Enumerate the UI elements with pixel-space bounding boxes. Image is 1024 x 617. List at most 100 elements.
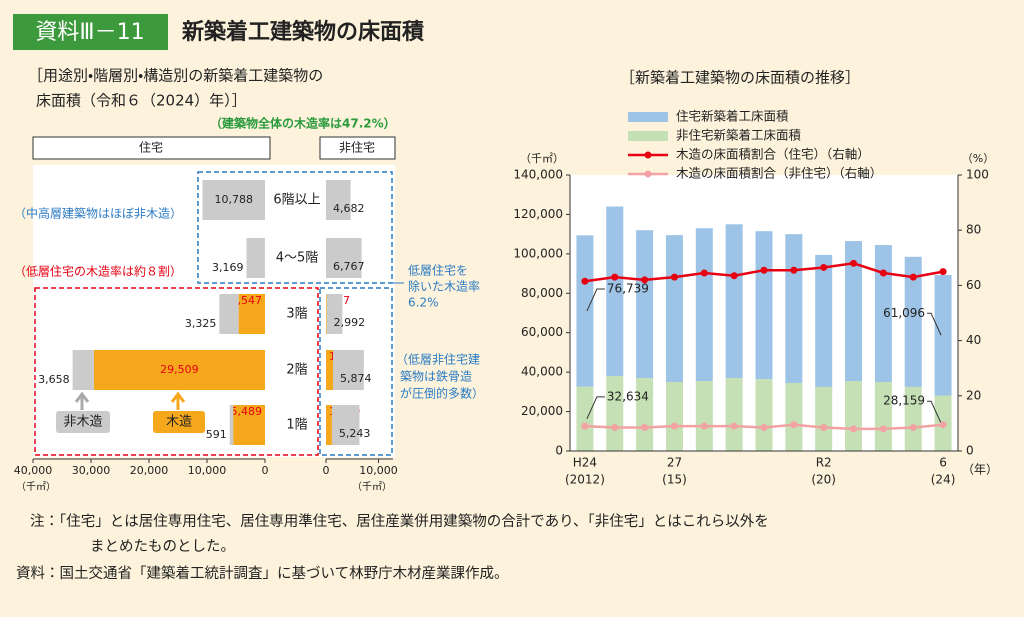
y2-unit: （%） [962, 152, 994, 165]
y2-tick-label: 20 [966, 388, 981, 402]
line-marker [939, 268, 947, 276]
line-marker [670, 273, 678, 281]
bar [326, 294, 343, 334]
y2-tick-label: 0 [966, 444, 974, 458]
group-box [32, 136, 271, 160]
bar [219, 294, 239, 334]
category-label: 2階 [286, 363, 307, 378]
bar [606, 376, 624, 451]
annotation: 築物は鉄骨造 [400, 369, 472, 384]
leader-line [927, 312, 942, 336]
value-label: 3,658 [38, 373, 70, 386]
x-tick-label: (20) [811, 473, 836, 487]
value-label: 3,169 [212, 261, 244, 274]
bar [636, 378, 654, 451]
bar [845, 381, 863, 451]
legend-arrow [170, 391, 186, 410]
x-tick-label: 30,000 [72, 464, 111, 477]
header-title: 新築着工建築物の床面積 [181, 19, 425, 45]
line-marker [820, 424, 828, 432]
bar [755, 231, 773, 380]
bar [874, 382, 892, 451]
highlight-box [34, 287, 319, 456]
y-tick-label: 80,000 [521, 286, 563, 300]
value-label: 591 [206, 428, 227, 441]
bar [785, 234, 803, 383]
legend-swatch [628, 131, 668, 141]
legend-label: 木造の床面積割合（非住宅）（右軸） [676, 166, 882, 181]
value-label: 29,509 [160, 363, 199, 376]
bar [755, 379, 773, 451]
annotation: 除いた木造率 [408, 280, 480, 294]
bar [326, 294, 327, 334]
line-marker [581, 422, 589, 430]
bar [934, 275, 952, 396]
line-marker [939, 421, 947, 429]
bar [874, 244, 892, 382]
legend-label: 住宅新築着工床面積 [676, 109, 789, 124]
x-tick-label: R2 [816, 456, 832, 470]
right-title: ［新築着工建築物の床面積の推移］ [620, 69, 860, 87]
header-label: 資料Ⅲ－11 [35, 20, 144, 45]
leader-line [586, 288, 605, 312]
bar [725, 378, 743, 451]
y-tick-label: 140,000 [513, 168, 563, 182]
y-unit: （千㎡） [520, 152, 564, 165]
value-label: 5,243 [339, 427, 371, 440]
x-tick-label: (24) [931, 473, 956, 487]
highlight-box [197, 171, 393, 284]
value-label: 76,739 [607, 282, 649, 296]
line-marker [879, 269, 887, 277]
value-label: 4,682 [333, 202, 365, 215]
line-marker [909, 273, 917, 281]
group-title: 非住宅 [339, 141, 375, 155]
x-tick-label: 40,000 [14, 464, 53, 477]
line-marker [760, 266, 768, 274]
bar [665, 235, 683, 382]
bar [695, 381, 713, 451]
x-unit: （千㎡） [352, 481, 392, 493]
value-label: 28,159 [883, 394, 925, 408]
bar [606, 206, 624, 377]
legend-label: 木造 [166, 415, 192, 430]
value-label: 10,788 [214, 193, 253, 206]
annotation: （建築物全体の木造率は47.2%） [210, 116, 396, 131]
category-label: 1階 [286, 418, 307, 433]
category-label: 4〜5階 [276, 251, 319, 266]
x-tick-label: 0 [262, 464, 269, 477]
value-label: 6,767 [333, 260, 365, 273]
annotation: （中高層建築物はほぼ非木造） [14, 206, 182, 221]
line-marker [790, 266, 798, 274]
bar [576, 386, 594, 451]
bar [576, 235, 594, 387]
bar [815, 386, 833, 451]
legend-label: 木造の床面積割合（住宅）（右軸） [676, 147, 870, 162]
x-tick-label: 6 [939, 456, 947, 470]
bar [904, 256, 922, 387]
x-unit: （年） [962, 463, 998, 477]
annotation: 6.2% [408, 296, 439, 310]
leader-line [586, 396, 605, 420]
y-tick-label: 120,000 [513, 207, 563, 221]
x-tick-label: (15) [662, 473, 687, 487]
x-tick-label: (2012) [565, 473, 605, 487]
note: 注：「住宅」とは居住専用住宅、居住専用準住宅、居住産業併用建築物の合計であり、「… [30, 512, 769, 530]
bar [725, 224, 743, 379]
legend-tag [153, 411, 205, 433]
value-label: 32,634 [607, 389, 649, 403]
bar [785, 382, 803, 451]
y-tick-label: 40,000 [521, 365, 563, 379]
annotation: （低層住宅の木造率は約８割） [14, 264, 182, 279]
annotation: （低層非住宅建 [396, 353, 480, 367]
line-marker [700, 422, 708, 430]
line-marker [730, 272, 738, 280]
x-tick-label: 27 [667, 456, 682, 470]
bar [72, 350, 94, 390]
legend-label: 非住宅新築着工床面積 [676, 128, 802, 143]
category-label: 6階以上 [273, 193, 320, 208]
bar [815, 254, 833, 387]
y-tick-label: 20,000 [521, 404, 563, 418]
legend-swatch [644, 151, 652, 159]
